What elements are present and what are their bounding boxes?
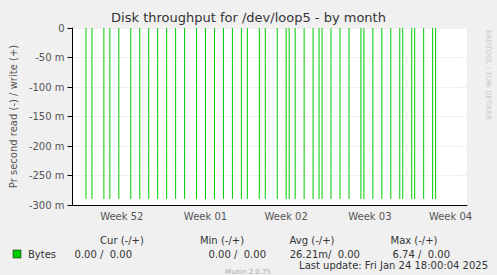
svg-text:Max (-/+): Max (-/+) — [390, 235, 437, 246]
svg-text:-50 m: -50 m — [35, 52, 64, 63]
svg-text:Week 01: Week 01 — [184, 211, 227, 222]
svg-text:-250 m: -250 m — [29, 170, 65, 181]
svg-text:0.00 / 0.00: 0.00 / 0.00 — [75, 249, 132, 260]
svg-text:Last update: Fri Jan 24 18:00:: Last update: Fri Jan 24 18:00:04 2025 — [299, 260, 488, 271]
svg-text:6.74 / 0.00: 6.74 / 0.00 — [393, 249, 450, 260]
svg-text:-150 m: -150 m — [29, 111, 65, 122]
svg-text:Pr second read (-) / write (+): Pr second read (-) / write (+) — [8, 45, 19, 188]
svg-text:Week 52: Week 52 — [100, 211, 143, 222]
svg-text:26.21m/ 0.00: 26.21m/ 0.00 — [290, 249, 360, 260]
svg-text:0.00 / 0.00: 0.00 / 0.00 — [209, 249, 266, 260]
svg-text:Week 03: Week 03 — [348, 211, 391, 222]
svg-text:Disk throughput for /dev/loop5: Disk throughput for /dev/loop5 - by mont… — [111, 10, 386, 25]
svg-text:-100 m: -100 m — [29, 82, 65, 93]
svg-text:0: 0 — [58, 23, 64, 34]
svg-text:-200 m: -200 m — [29, 141, 65, 152]
svg-text:Bytes: Bytes — [28, 249, 56, 260]
svg-text:Min (-/+): Min (-/+) — [200, 235, 244, 246]
svg-text:Week 04: Week 04 — [429, 211, 472, 222]
svg-text:Week 02: Week 02 — [265, 211, 308, 222]
svg-text:-300 m: -300 m — [29, 200, 65, 211]
svg-text:Avg (-/+): Avg (-/+) — [290, 235, 335, 246]
svg-text:Munin 2.0.75: Munin 2.0.75 — [225, 268, 271, 275]
svg-text:Cur (-/+): Cur (-/+) — [100, 235, 144, 246]
svg-text:RRDTOOL / TOBI OETIKER: RRDTOOL / TOBI OETIKER — [484, 30, 492, 120]
